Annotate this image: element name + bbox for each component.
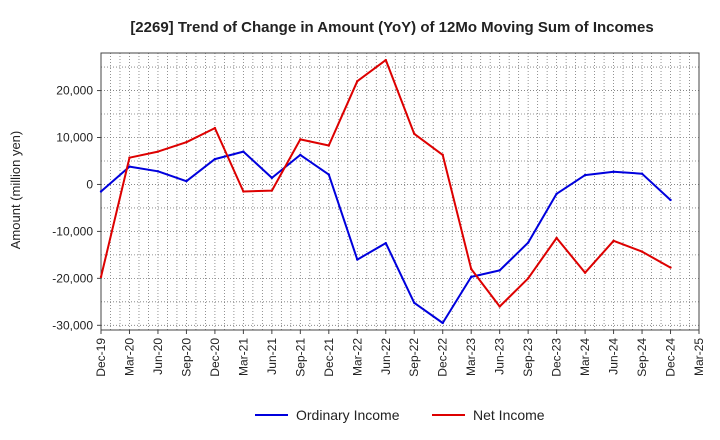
data-point bbox=[327, 173, 331, 176]
x-tick-label: Sep-21 bbox=[293, 338, 307, 377]
y-tick-label: 0 bbox=[86, 177, 93, 191]
x-tick-label: Sep-22 bbox=[407, 338, 421, 377]
plot-area: -30,000 -20,000 -10,000 0 10,000 20,000 Dec-19… bbox=[52, 52, 706, 377]
data-point bbox=[669, 198, 672, 202]
x-tick-label: Mar-22 bbox=[350, 338, 364, 376]
data-point bbox=[441, 153, 444, 157]
x-tick-label: Jun-23 bbox=[493, 338, 507, 375]
y-tick-label: -10,000 bbox=[52, 224, 93, 238]
x-tick-label: Dec-21 bbox=[322, 338, 336, 377]
data-point bbox=[99, 190, 103, 193]
data-point bbox=[356, 79, 359, 83]
data-point bbox=[555, 236, 558, 240]
data-point bbox=[469, 267, 473, 271]
x-tick-label: Sep-24 bbox=[635, 338, 649, 377]
x-tick-label: Dec-23 bbox=[550, 338, 564, 377]
data-point bbox=[669, 266, 672, 269]
y-axis-label: Amount (million yen) bbox=[8, 131, 23, 250]
x-tick-label: Mar-24 bbox=[578, 338, 592, 376]
data-point bbox=[583, 271, 587, 274]
data-point bbox=[441, 321, 444, 325]
data-point bbox=[299, 153, 302, 157]
y-tick-label: -30,000 bbox=[52, 318, 93, 332]
data-point bbox=[128, 165, 131, 168]
x-tick-label: Jun-20 bbox=[151, 338, 165, 375]
legend: Ordinary Income Net Income bbox=[255, 407, 545, 423]
x-tick-label: Dec-22 bbox=[436, 338, 450, 377]
data-point bbox=[128, 156, 131, 159]
data-point bbox=[498, 269, 501, 272]
data-point bbox=[213, 157, 217, 161]
x-tick-label: Mar-20 bbox=[122, 338, 136, 376]
data-point bbox=[99, 275, 103, 279]
data-point bbox=[384, 241, 387, 245]
data-point bbox=[469, 275, 473, 279]
data-point bbox=[640, 250, 644, 253]
data-point bbox=[526, 277, 530, 280]
x-tick-label: Mar-21 bbox=[236, 338, 250, 376]
data-point bbox=[213, 126, 217, 130]
data-point bbox=[356, 258, 359, 261]
data-point bbox=[640, 172, 644, 175]
data-point bbox=[242, 150, 245, 153]
x-tick-label: Mar-23 bbox=[464, 338, 478, 376]
data-point bbox=[612, 239, 615, 242]
data-point bbox=[555, 192, 558, 196]
data-point bbox=[156, 170, 160, 173]
data-point bbox=[299, 138, 302, 141]
y-tick-label: -20,000 bbox=[52, 271, 93, 285]
x-tick-label: Jun-21 bbox=[265, 338, 279, 375]
x-tick-label: Sep-20 bbox=[179, 338, 193, 377]
y-tick-label: 20,000 bbox=[56, 84, 93, 98]
data-point bbox=[185, 179, 188, 183]
data-point bbox=[185, 141, 188, 144]
data-point bbox=[583, 173, 587, 177]
x-tick-label: Jun-22 bbox=[379, 338, 393, 375]
legend-label: Ordinary Income bbox=[296, 407, 400, 423]
x-tick-label: Dec-19 bbox=[94, 338, 108, 377]
data-point bbox=[612, 170, 615, 173]
x-tick-label: Sep-23 bbox=[521, 338, 535, 377]
chart-title: [2269] Trend of Change in Amount (YoY) o… bbox=[130, 19, 653, 36]
x-tick-label: Dec-24 bbox=[664, 338, 678, 377]
x-tick-label: Mar-25 bbox=[692, 338, 706, 376]
data-point bbox=[384, 58, 387, 62]
x-tick-label: Jun-24 bbox=[607, 338, 621, 375]
data-point bbox=[242, 190, 245, 193]
data-point bbox=[327, 144, 331, 147]
data-point bbox=[270, 189, 274, 192]
data-point bbox=[498, 305, 501, 308]
y-tick-label: 10,000 bbox=[56, 131, 93, 145]
data-point bbox=[156, 150, 160, 153]
data-point bbox=[413, 132, 416, 135]
data-point bbox=[413, 301, 416, 304]
data-point bbox=[270, 176, 274, 180]
data-point bbox=[526, 241, 530, 244]
legend-label: Net Income bbox=[473, 407, 545, 423]
x-tick-label: Dec-20 bbox=[208, 338, 222, 377]
